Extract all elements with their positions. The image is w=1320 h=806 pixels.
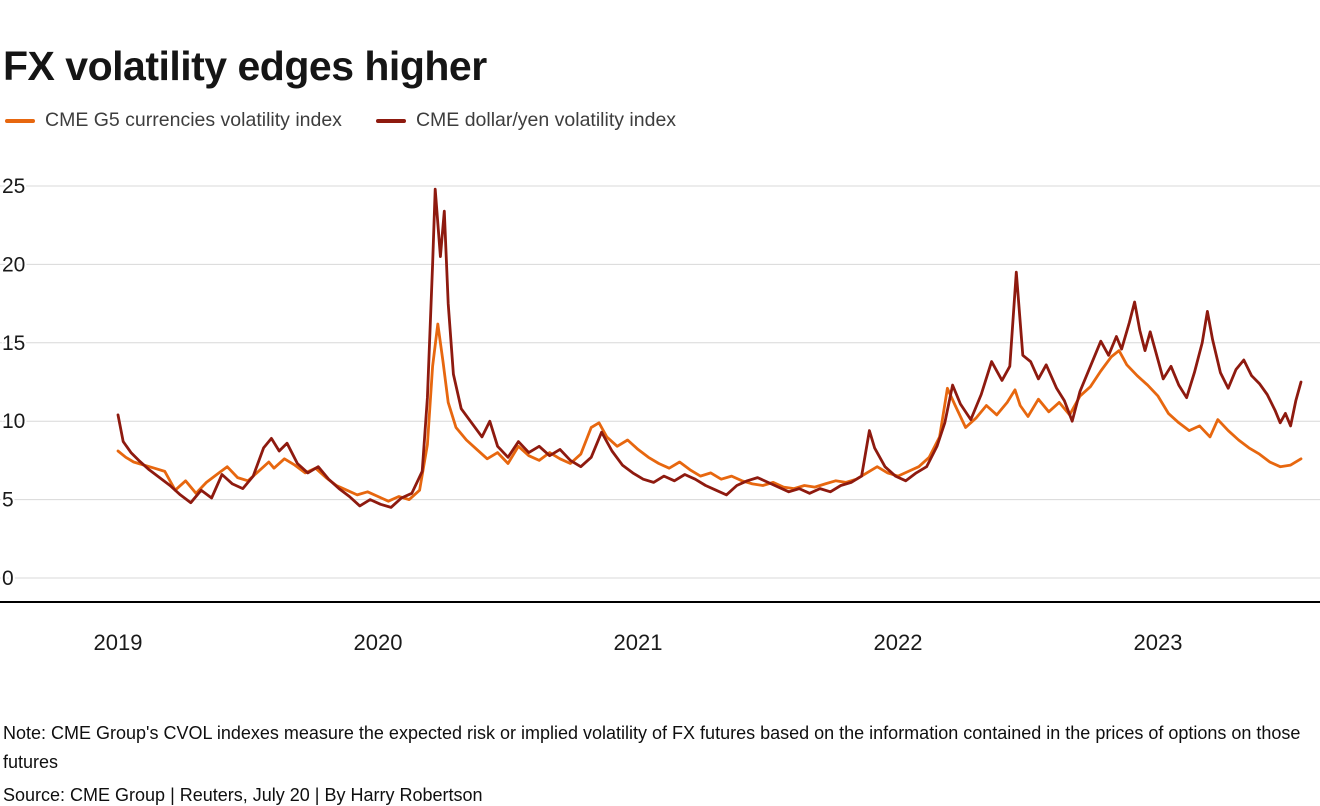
y-axis-label-5: 5 [2, 489, 14, 512]
dollar-yen-series-swatch-icon [375, 118, 406, 123]
x-axis-label-2022: 2022 [874, 630, 923, 655]
legend-label-g5: CME G5 currencies volatility index [45, 109, 342, 131]
chart-legend: CME G5 currencies volatility index CME d… [5, 109, 676, 132]
legend-label-dollar-yen: CME dollar/yen volatility index [415, 109, 677, 131]
y-axis-label-25: 25 [2, 175, 25, 198]
x-axis-label-2019: 2019 [94, 630, 143, 655]
chart-source: Source: CME Group | Reuters, July 20 | B… [3, 785, 483, 805]
y-axis-label-0: 0 [2, 567, 14, 590]
y-axis-label-10: 10 [2, 410, 25, 433]
g5-series-swatch-icon [5, 118, 35, 123]
y-axis-label-15: 15 [2, 332, 25, 355]
x-axis-label-2020: 2020 [354, 630, 403, 655]
legend-item-dollar-yen: CME dollar/yen volatility index [375, 109, 677, 132]
page-title: FX volatility edges higher [3, 43, 487, 90]
y-axis-label-20: 20 [2, 253, 25, 276]
series-line-g5 [116, 322, 1303, 503]
legend-item-g5: CME G5 currencies volatility index [5, 109, 342, 132]
x-axis-label-2021: 2021 [614, 630, 663, 655]
series-line-dollar-yen [116, 187, 1303, 509]
x-axis-label-2023: 2023 [1134, 630, 1183, 655]
chart-note: Note: CME Group's CVOL indexes measure t… [3, 723, 1301, 772]
